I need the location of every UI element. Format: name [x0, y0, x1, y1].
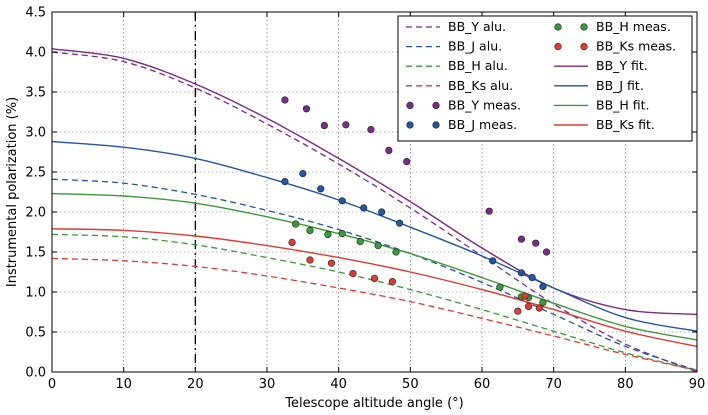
measurement-point: [367, 126, 375, 134]
measurement-point: [539, 282, 547, 291]
measurement-point: [524, 302, 533, 311]
legend-label-col2-0: BB_H meas.: [596, 19, 671, 34]
alu-line: [51, 51, 698, 373]
measurement-point: [324, 230, 332, 238]
measurement-point: [542, 248, 551, 256]
legend: BB_Y alu. BB_J alu. BB_H alu. BB_Ks alu. BB_…: [397, 15, 693, 142]
legend-label-col2-5: BB_Ks fit.: [596, 117, 655, 132]
measurement-point: [306, 226, 314, 234]
measurement-point: [299, 170, 307, 178]
y-tick-label: 1.0: [25, 286, 46, 301]
measurement-point: [517, 269, 526, 277]
measurement-point: [317, 185, 325, 193]
series-lines: [51, 48, 698, 373]
y-tick-label: 2.5: [25, 166, 46, 181]
measurement-point: [320, 121, 328, 130]
x-axis-label: Telescope altitude angle (°): [284, 396, 463, 411]
legend-marker-col2-1: [554, 42, 562, 51]
measurement-point: [403, 158, 411, 166]
y-tick-label: 4.5: [25, 6, 46, 21]
measurement-point: [514, 307, 522, 315]
y-axis-label: Instrumental polarization (%): [5, 97, 20, 287]
measurement-point: [338, 230, 346, 238]
axis-ticks: 0 10 20 30 40 50 60 70 80 90 0.0 0.5 1.0 1.5 2.0 2.5 3.0…: [25, 6, 705, 393]
fit-line: [51, 48, 698, 316]
legend-marker-col1-4: [432, 101, 440, 109]
x-tick-label: 40: [330, 377, 347, 392]
legend-box: [397, 15, 693, 142]
measurement-point: [356, 238, 364, 246]
y-tick-label: 1.5: [25, 246, 46, 261]
measurement-point: [521, 292, 529, 300]
x-tick-label: 20: [187, 377, 204, 392]
legend-label-col1-2: BB_H alu.: [448, 58, 508, 73]
legend-marker-col2-0: [554, 23, 562, 31]
plot-frame: [51, 11, 698, 373]
measurement-point: [302, 105, 311, 113]
x-tick-label: 60: [474, 377, 491, 392]
legend-marker-col1-5: [432, 121, 440, 129]
legend-label-col1-0: BB_Y alu.: [448, 19, 506, 34]
measurement-point: [395, 219, 404, 227]
measurement-point: [288, 238, 296, 246]
measurement-point: [292, 220, 300, 228]
x-tick-label: 50: [402, 377, 419, 392]
legend-label-col1-3: BB_Ks alu.: [448, 78, 513, 93]
fit-line: [51, 228, 698, 348]
measurement-point: [360, 204, 368, 212]
y-tick-label: 0.0: [25, 366, 46, 381]
legend-label-col1-1: BB_J alu.: [448, 39, 502, 54]
measurement-point: [370, 274, 379, 283]
measurement-point: [349, 270, 357, 278]
x-tick-label: 30: [259, 377, 276, 392]
measurement-point: [532, 239, 540, 247]
legend-label-col2-2: BB_Y fit.: [596, 58, 648, 73]
y-tick-label: 2.0: [25, 206, 46, 221]
measurement-point: [374, 242, 382, 250]
measurement-point: [517, 235, 526, 243]
x-tick-label: 10: [115, 377, 132, 392]
y-tick-label: 3.5: [25, 86, 46, 101]
measurement-point: [306, 256, 314, 264]
legend-label-col2-1: BB_Ks meas.: [596, 39, 676, 54]
x-tick-label: 80: [617, 377, 634, 392]
y-tick-label: 4.0: [25, 46, 46, 61]
measurement-point: [338, 197, 346, 205]
legend-label-col2-4: BB_H fit.: [596, 97, 650, 112]
measurement-point: [528, 274, 536, 282]
measurement-point: [388, 278, 397, 286]
x-tick-label: 0: [48, 377, 56, 392]
measurement-point: [539, 298, 547, 307]
measurement-point: [281, 178, 289, 186]
measurement-point: [496, 283, 504, 291]
measurement-point: [535, 304, 543, 312]
legend-marker-col2-1: [580, 42, 588, 51]
measurement-point: [378, 208, 386, 216]
measurement-point: [342, 121, 350, 129]
legend-marker-col2-0: [580, 23, 588, 31]
y-tick-label: 0.5: [25, 326, 46, 341]
measurement-point: [489, 257, 497, 265]
alu-line: [51, 257, 698, 372]
legend-label-col2-3: BB_J fit.: [596, 78, 644, 93]
fit-line: [51, 192, 698, 341]
x-tick-label: 70: [545, 377, 562, 392]
legend-label-col1-5: BB_J meas.: [448, 117, 517, 132]
measurement-point: [281, 96, 289, 104]
legend-label-col1-4: BB_Y meas.: [448, 97, 521, 112]
measurement-point: [327, 259, 336, 267]
y-tick-label: 3.0: [25, 126, 46, 141]
measurement-point: [385, 146, 393, 154]
measurement-point: [392, 248, 400, 256]
legend-marker-col1-5: [406, 121, 414, 129]
alu-line: [51, 178, 698, 372]
x-tick-label: 90: [689, 377, 706, 392]
fit-line: [51, 140, 698, 332]
series-points: [281, 96, 551, 315]
measurement-point: [485, 207, 493, 215]
legend-marker-col1-4: [406, 101, 414, 109]
alu-line: [51, 233, 698, 372]
